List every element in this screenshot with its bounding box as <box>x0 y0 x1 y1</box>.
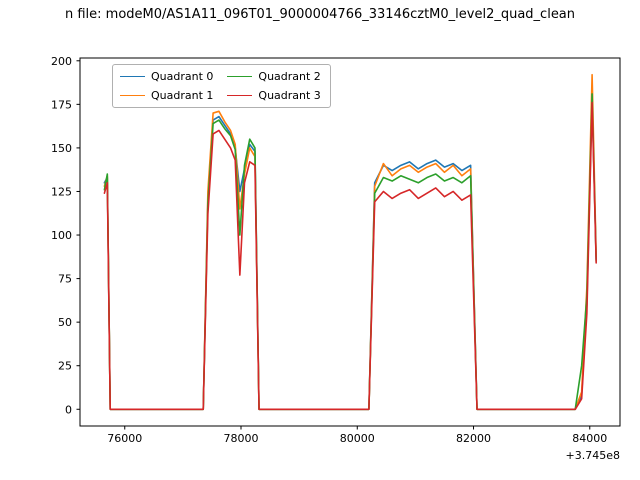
series-line-quadrant-3 <box>103 101 597 411</box>
y-tick-label: 175 <box>51 98 72 111</box>
series-line-quadrant-2 <box>103 93 597 411</box>
y-tick-label: 150 <box>51 142 72 155</box>
y-tick-label: 25 <box>58 360 72 373</box>
legend-line-sample <box>120 76 145 77</box>
x-tick-label: 80000 <box>340 432 375 445</box>
legend-label: Quadrant 2 <box>258 70 321 83</box>
y-tick-label: 50 <box>58 316 72 329</box>
legend-item: Quadrant 2 <box>227 70 321 83</box>
legend-line-sample <box>227 95 253 96</box>
legend-item: Quadrant 0 <box>120 70 213 83</box>
legend-item: Quadrant 3 <box>227 89 321 102</box>
legend-item: Quadrant 1 <box>120 89 213 102</box>
legend-column: Quadrant 0 Quadrant 1 <box>120 70 213 102</box>
y-tick-label: 100 <box>51 229 72 242</box>
y-tick-label: 200 <box>51 55 72 68</box>
x-axis-offset-label: +3.745e8 <box>566 449 620 462</box>
legend-line-sample <box>120 95 145 96</box>
x-tick-label: 76000 <box>107 432 142 445</box>
x-tick-label: 82000 <box>456 432 491 445</box>
y-tick-label: 0 <box>65 403 72 416</box>
series-line-quadrant-1 <box>103 73 597 411</box>
legend-column: Quadrant 2 Quadrant 3 <box>227 70 321 102</box>
legend-label: Quadrant 1 <box>151 89 214 102</box>
legend: Quadrant 0 Quadrant 1 Quadrant 2 Quadrant 3 <box>112 64 331 108</box>
legend-label: Quadrant 0 <box>151 70 214 83</box>
x-tick-label: 78000 <box>224 432 259 445</box>
legend-line-sample <box>227 76 253 77</box>
chart-title: n file: modeM0/AS1A11_096T01_9000004766_… <box>64 7 576 22</box>
axes-spines <box>79 57 621 427</box>
y-tick-label: 75 <box>58 273 72 286</box>
series-line-quadrant-0 <box>103 94 597 411</box>
y-tick-label: 125 <box>51 185 72 198</box>
x-tick-label: 84000 <box>572 432 607 445</box>
legend-label: Quadrant 3 <box>258 89 321 102</box>
